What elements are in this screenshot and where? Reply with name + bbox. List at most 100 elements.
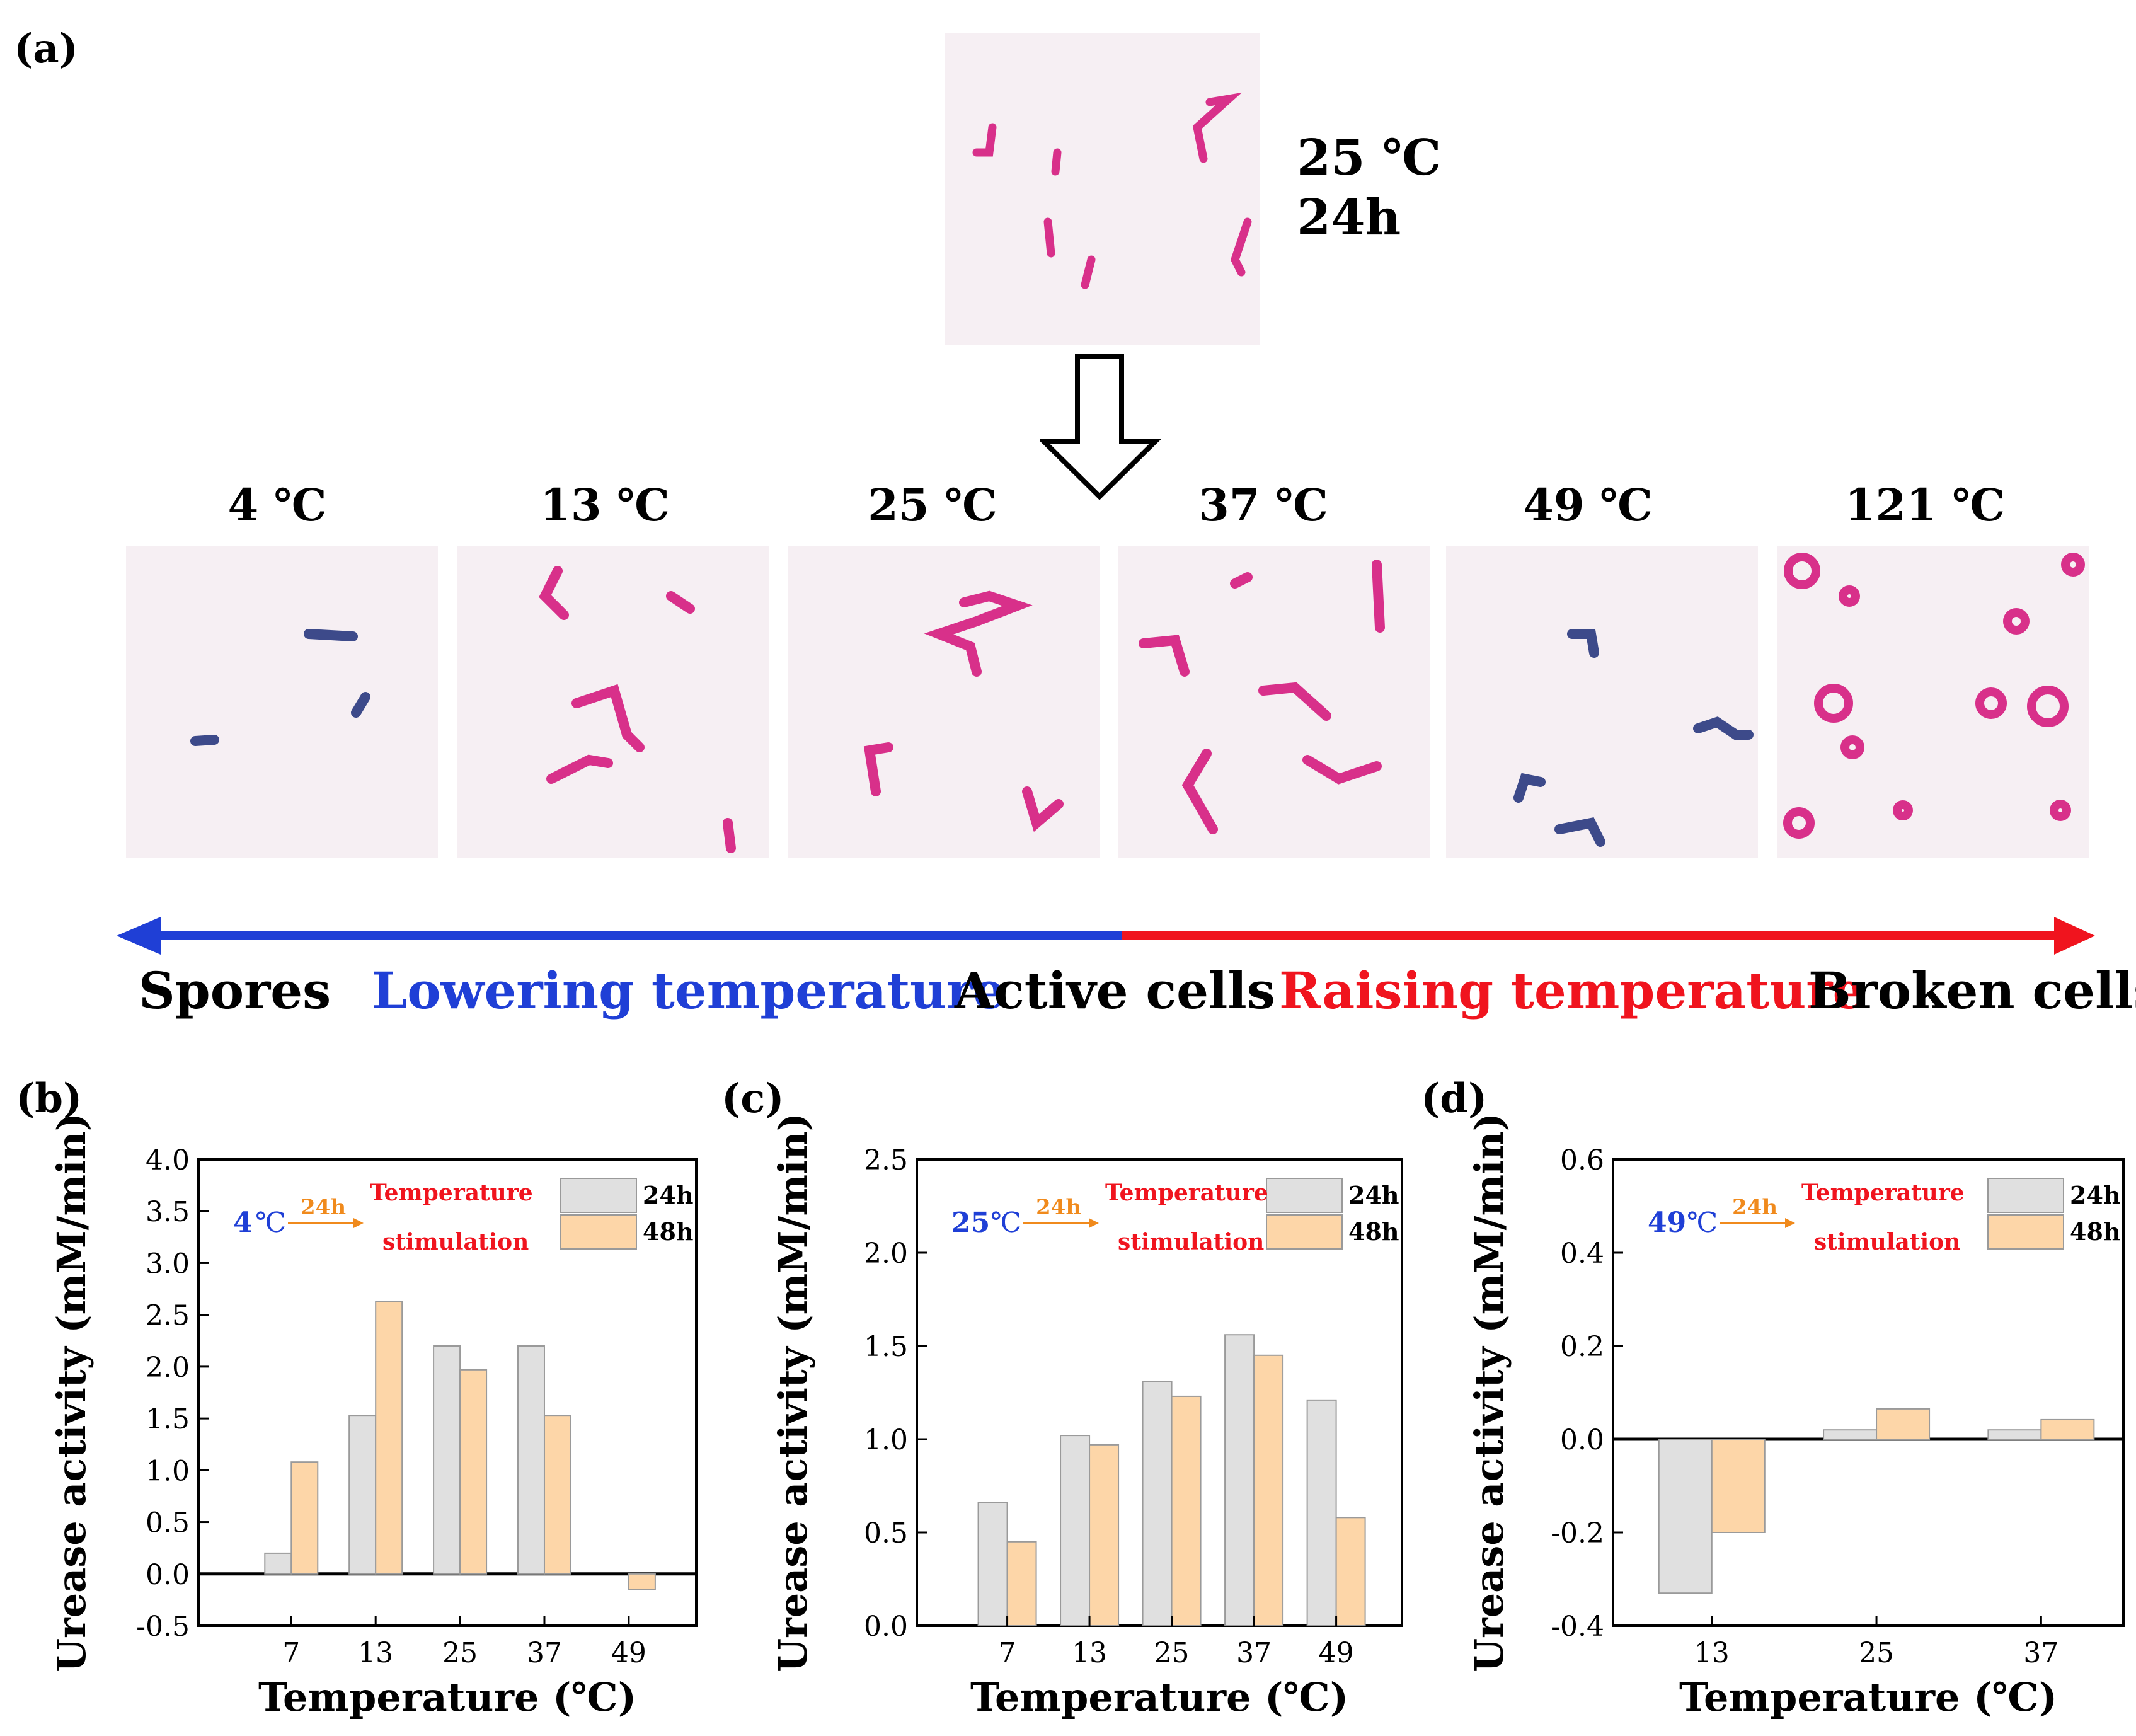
bar-24h-25 bbox=[433, 1345, 461, 1575]
y-tick-label: 0.4 bbox=[1560, 1238, 1604, 1270]
y-axis-label: Urease activity (mM/min) bbox=[770, 1113, 816, 1672]
chart-b: (b) -0.5 0.0 0.5 1.0 1.5 2.0 2.5 3.0 3.5 4.0 7 13 25 3… bbox=[16, 1075, 698, 1720]
annotation-start-temp: 4 bbox=[233, 1207, 253, 1239]
bar-48h-37 bbox=[1253, 1354, 1284, 1626]
temp-label-37: 37 ℃ bbox=[1198, 479, 1328, 531]
y-tick-label: 0.5 bbox=[864, 1517, 908, 1549]
plot-frame bbox=[1612, 1158, 2125, 1627]
annotation-result-line1: Temperature bbox=[1105, 1180, 1268, 1206]
bar-24h-7 bbox=[977, 1502, 1008, 1627]
annotation-start-unit: ℃ bbox=[255, 1207, 286, 1239]
panel-a-label: (a) bbox=[14, 25, 79, 72]
y-tick-label: 0.6 bbox=[1560, 1144, 1604, 1176]
y-tick-label: 2.5 bbox=[864, 1144, 908, 1176]
bar-24h-25 bbox=[1142, 1381, 1173, 1626]
micrograph-13c bbox=[457, 546, 769, 858]
bar-24h-13 bbox=[348, 1415, 377, 1575]
micrograph-25c bbox=[788, 546, 1100, 858]
legend-swatch-48h bbox=[560, 1214, 637, 1250]
label-raising-temperature: Raising temperature bbox=[1279, 961, 1865, 1020]
annotation-start-unit: ℃ bbox=[990, 1207, 1021, 1239]
micrograph-top bbox=[945, 33, 1260, 345]
temp-label-13: 13 ℃ bbox=[540, 479, 670, 531]
annotation-result-line2: stimulation bbox=[382, 1229, 529, 1255]
y-tick-label: 0.0 bbox=[1560, 1424, 1604, 1456]
legend-swatch-48h bbox=[1987, 1214, 2064, 1250]
annotation-start-temp: 25 bbox=[951, 1207, 990, 1239]
annotation-arrow-label: 24h bbox=[1036, 1195, 1081, 1220]
bar-24h-37 bbox=[1224, 1334, 1255, 1626]
y-tick-label: 2.0 bbox=[864, 1238, 908, 1270]
annotation-arrow-head bbox=[353, 1218, 364, 1228]
top-time-caption: 24h bbox=[1297, 189, 1401, 246]
y-tick-label: 2.5 bbox=[146, 1300, 190, 1332]
annotation-arrow-head bbox=[1089, 1218, 1099, 1228]
legend-label-48h: 48h bbox=[643, 1217, 694, 1246]
bar-48h-25 bbox=[1876, 1408, 1931, 1440]
bar-48h-37 bbox=[2040, 1418, 2095, 1440]
label-spores: Spores bbox=[139, 961, 331, 1020]
micrograph-49c bbox=[1446, 546, 1758, 858]
chart-c: (c) 0.0 0.5 1.0 1.5 2.0 2.5 7 13 25 37 49 Temperatur… bbox=[721, 1075, 1403, 1720]
temp-label-4: 4 ℃ bbox=[227, 479, 327, 531]
temperature-gradient-arrow bbox=[117, 917, 2095, 955]
y-tick-label: 1.5 bbox=[146, 1403, 190, 1435]
bar-48h-13 bbox=[1711, 1439, 1766, 1533]
x-tick-label: 25 bbox=[442, 1637, 478, 1669]
y-axis-label: Urease activity (mM/min) bbox=[1466, 1113, 1512, 1672]
y-tick-label: 0.0 bbox=[864, 1611, 908, 1643]
plot-frame bbox=[197, 1158, 698, 1627]
legend-label-48h: 48h bbox=[2070, 1217, 2121, 1246]
x-tick-label: 49 bbox=[611, 1637, 646, 1669]
bar-48h-37 bbox=[543, 1415, 571, 1575]
bar-24h-49 bbox=[1306, 1399, 1337, 1627]
temp-label-49: 49 ℃ bbox=[1523, 479, 1653, 531]
y-tick-label: 0.0 bbox=[146, 1559, 190, 1591]
chart-d: (d) -0.4 -0.2 0.0 0.2 0.4 0.6 13 25 37 Temperature… bbox=[1421, 1075, 2125, 1720]
legend-swatch-24h bbox=[560, 1178, 637, 1213]
y-tick-label: 4.0 bbox=[146, 1144, 190, 1176]
legend-label-24h: 24h bbox=[643, 1181, 694, 1209]
micrograph-37c bbox=[1118, 546, 1430, 858]
bar-24h-37 bbox=[1987, 1429, 2042, 1440]
legend-swatch-48h bbox=[1266, 1214, 1343, 1250]
x-tick-label: 13 bbox=[1072, 1637, 1107, 1669]
bar-48h-13 bbox=[1089, 1444, 1120, 1626]
x-tick-label: 37 bbox=[2023, 1637, 2058, 1669]
top-temp-caption: 25 ℃ bbox=[1297, 129, 1442, 187]
annotation-result-line1: Temperature bbox=[1801, 1180, 1965, 1206]
micrograph-121c bbox=[1777, 546, 2089, 858]
annotation-start-unit: ℃ bbox=[1687, 1207, 1718, 1239]
y-tick-label: 0.2 bbox=[1560, 1331, 1604, 1363]
y-tick-label: 1.0 bbox=[146, 1455, 190, 1487]
annotation-arrow-label: 24h bbox=[301, 1195, 346, 1220]
x-tick-label: 37 bbox=[527, 1637, 562, 1669]
y-tick-label: 0.5 bbox=[146, 1507, 190, 1539]
y-tick-label: -0.2 bbox=[1551, 1517, 1604, 1549]
legend-label-24h: 24h bbox=[1348, 1181, 1399, 1209]
y-tick-label: 3.5 bbox=[146, 1196, 190, 1228]
bar-24h-13 bbox=[1060, 1435, 1091, 1627]
x-axis-label: Temperature (℃) bbox=[258, 1674, 636, 1720]
annotation-result-line2: stimulation bbox=[1814, 1229, 1960, 1255]
x-tick-label: 13 bbox=[1694, 1637, 1730, 1669]
label-lowering-temperature: Lowering temperature bbox=[372, 961, 1006, 1020]
x-tick-label: 7 bbox=[282, 1637, 300, 1669]
annotation-result-line1: Temperature bbox=[370, 1180, 533, 1206]
panel-label: (c) bbox=[721, 1075, 784, 1122]
bar-48h-7 bbox=[290, 1461, 319, 1575]
bar-24h-13 bbox=[1658, 1439, 1713, 1594]
legend-label-48h: 48h bbox=[1348, 1217, 1399, 1246]
x-tick-label: 25 bbox=[1154, 1637, 1190, 1669]
x-tick-label: 13 bbox=[358, 1637, 393, 1669]
bar-48h-49 bbox=[628, 1573, 656, 1590]
y-tick-label: 1.5 bbox=[864, 1331, 908, 1363]
bar-48h-49 bbox=[1335, 1517, 1366, 1626]
x-axis-label: Temperature (℃) bbox=[1679, 1674, 2057, 1720]
bar-48h-13 bbox=[375, 1301, 403, 1575]
bar-48h-7 bbox=[1006, 1541, 1037, 1626]
bar-48h-25 bbox=[459, 1369, 488, 1575]
annotation-result-line2: stimulation bbox=[1118, 1229, 1264, 1255]
bar-24h-37 bbox=[517, 1345, 545, 1575]
bar-48h-25 bbox=[1171, 1395, 1202, 1626]
